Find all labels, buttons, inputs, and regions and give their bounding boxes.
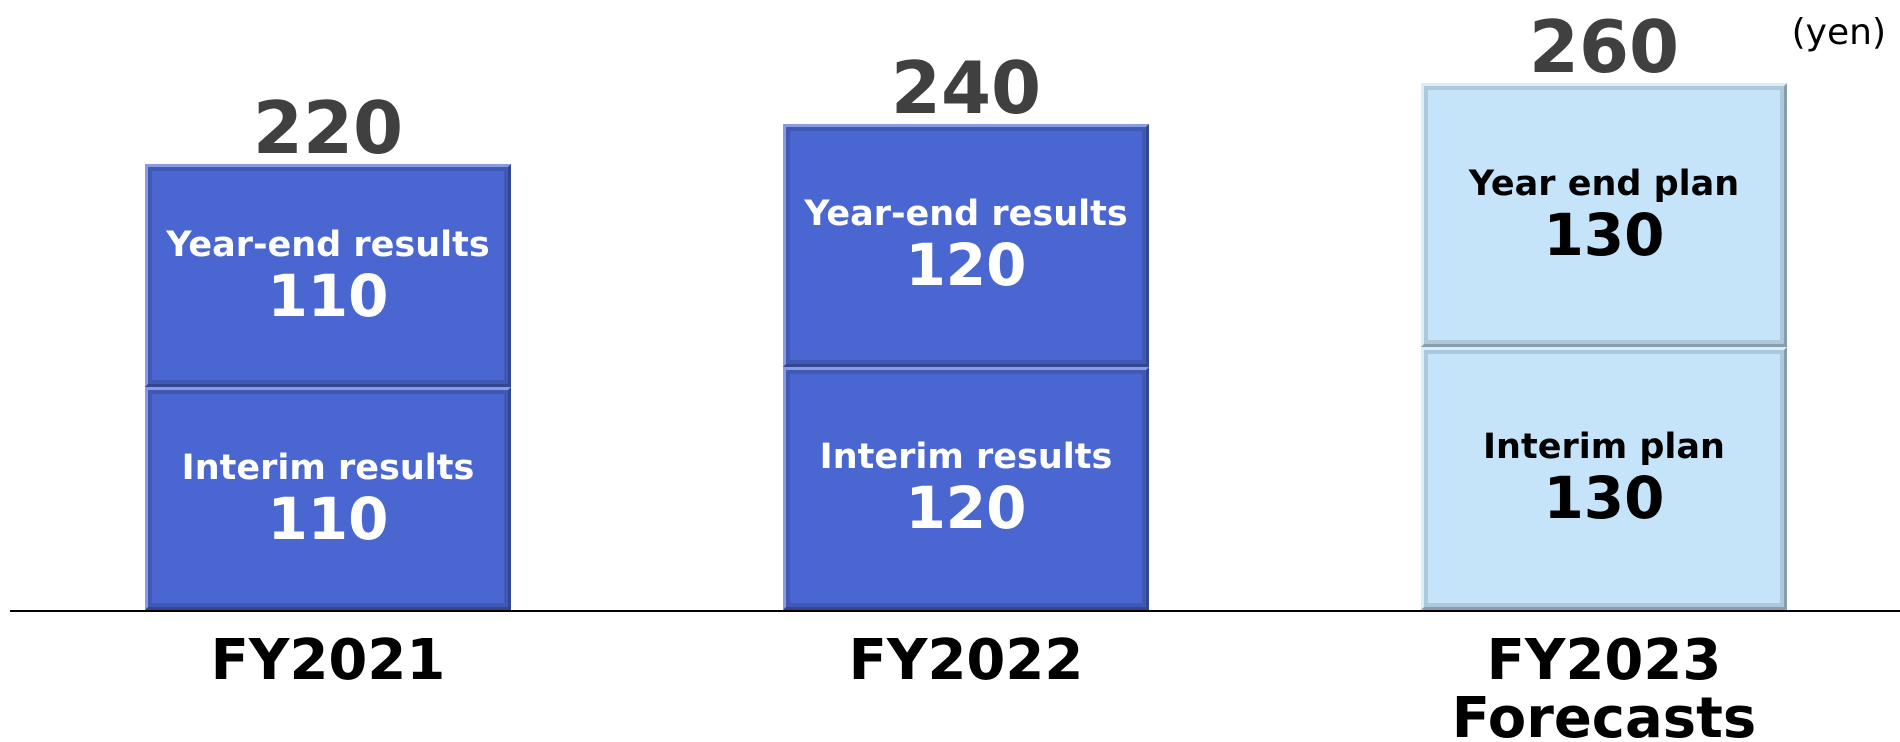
segment-label: Interim results	[819, 437, 1113, 478]
segment-value: 130	[1543, 200, 1665, 269]
unit-label: (yen)	[1791, 12, 1886, 53]
x-tick-label: FY2023 Forecasts	[1451, 628, 1757, 742]
total-label: 220	[252, 86, 404, 171]
total-label: 260	[1528, 5, 1680, 90]
segment-label: Year-end results	[804, 194, 1128, 235]
bar-segment: Interim plan 130	[1421, 346, 1787, 610]
segment-value: 130	[1543, 464, 1665, 533]
segment-label: Interim plan	[1483, 427, 1725, 468]
bar-segment: Year end plan 130	[1421, 83, 1787, 347]
baseline	[10, 610, 1900, 612]
total-label: 240	[890, 45, 1042, 130]
segment-value: 120	[905, 231, 1027, 300]
segment-value: 110	[267, 484, 389, 553]
x-tick-label: FY2022	[848, 628, 1084, 693]
segment-label: Year end plan	[1468, 163, 1740, 204]
segment-value: 110	[267, 261, 389, 330]
bar-segment: Interim results 110	[145, 387, 511, 610]
bar-segment: Year-end results 110	[145, 164, 511, 388]
bar-segment: Year-end results 120	[783, 123, 1149, 367]
bar-segment: Interim results 120	[783, 366, 1149, 610]
segment-label: Year-end results	[166, 224, 490, 265]
segment-value: 120	[905, 474, 1027, 543]
x-tick-label: FY2021	[210, 628, 446, 693]
segment-label: Interim results	[181, 447, 475, 488]
